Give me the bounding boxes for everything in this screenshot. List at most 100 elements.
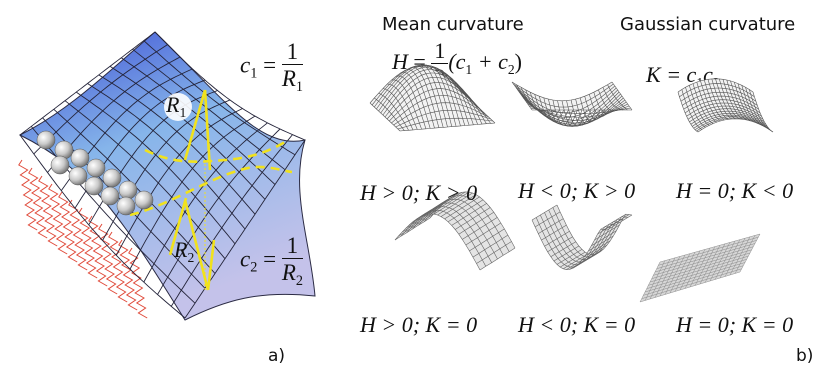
gauss-eq: = c (660, 62, 697, 87)
mesh-line (393, 102, 489, 126)
mesh-line (556, 204, 633, 255)
mesh-line (418, 198, 504, 256)
mesh-line (659, 233, 761, 263)
mean-sub1: 1 (465, 61, 473, 77)
surface-shapes (369, 64, 774, 303)
gauss-lhs: K (646, 62, 661, 87)
bead (134, 190, 154, 210)
mesh-line (535, 217, 612, 268)
wave-line (18, 159, 38, 231)
mesh-line (689, 108, 765, 123)
mesh-line (384, 77, 481, 118)
mesh-line (529, 105, 630, 118)
mean-num: 1 (431, 40, 449, 64)
mesh-line (544, 212, 620, 263)
mesh-line (682, 91, 758, 106)
bead (36, 130, 56, 150)
panel-a: R1 R2 c1 = 1 R1 c2 = 1 R2 a) (0, 0, 350, 370)
r1-bubble (164, 93, 192, 121)
mesh-line (658, 237, 759, 266)
c2-den: R (281, 260, 296, 285)
caption-valley-cylinder: H < 0; K = 0 (518, 312, 636, 337)
gaussian-curvature-title: Gaussian curvature (620, 14, 796, 35)
grid-line (157, 128, 281, 295)
mesh-line (653, 246, 754, 276)
elliptic-cap-icon (369, 64, 496, 132)
bead (116, 196, 136, 216)
flat-plane-icon (639, 233, 761, 303)
mesh-line (394, 213, 481, 271)
mesh-line (641, 268, 742, 299)
panel-b-label: b) (796, 346, 814, 366)
mesh-line (651, 249, 752, 279)
r2-sub: 2 (187, 249, 195, 265)
bead (102, 168, 122, 188)
mesh-line (639, 271, 741, 303)
mesh-line (531, 219, 608, 270)
mesh-line (517, 89, 618, 122)
c1-lhs: c (240, 52, 251, 78)
mesh-line (649, 252, 751, 283)
mesh-line (540, 214, 616, 265)
mesh-line (524, 99, 626, 126)
c2-lhs-sub: 2 (250, 259, 258, 276)
grid-line (143, 40, 296, 156)
beads (36, 130, 154, 216)
r2-label: R2 (174, 237, 194, 266)
mesh-line (386, 82, 483, 120)
wave-line (118, 239, 138, 311)
mesh-line (686, 102, 762, 117)
mesh-line (680, 87, 757, 102)
elliptic-bowl-icon (511, 81, 633, 127)
bead (118, 180, 138, 200)
r1-label: R1 (166, 92, 186, 121)
c2-den-sub: 2 (295, 272, 304, 289)
mesh-line (513, 83, 614, 108)
c1-num: 1 (281, 40, 304, 65)
bead (68, 166, 88, 186)
mesh-line (399, 122, 496, 132)
mean-close: ) (514, 49, 522, 75)
mesh-line (382, 72, 479, 116)
bead (86, 158, 106, 178)
mesh-line (690, 110, 767, 125)
mesh-line (644, 262, 746, 293)
surface-fill (532, 205, 632, 270)
mesh-line (530, 107, 631, 114)
mesh-line (516, 87, 617, 118)
mesh-line (391, 95, 487, 124)
c1-fraction: 1 R1 (281, 40, 304, 95)
bead (84, 176, 104, 196)
wave-line (88, 215, 108, 287)
mesh-line (679, 83, 755, 98)
c2-fraction: 1 R2 (281, 234, 304, 289)
c1-den: R (281, 66, 296, 91)
mesh-line (694, 116, 771, 131)
wave-line (28, 167, 48, 239)
c2-formula: c2 = 1 R2 (240, 234, 304, 289)
mesh-line (397, 117, 493, 130)
mesh-line (687, 105, 764, 120)
mesh-line (548, 209, 624, 260)
mesh-line (654, 243, 756, 273)
bead (50, 155, 70, 175)
curved-surface-illustration (18, 31, 316, 321)
mesh-line (552, 207, 628, 258)
caption-flat-plane: H = 0; K = 0 (676, 312, 794, 337)
bead (70, 148, 90, 168)
mesh-line (697, 118, 774, 133)
mesh-line (400, 209, 487, 267)
c1-den-sub: 1 (295, 78, 304, 95)
surface-fill (512, 82, 632, 110)
mean-lhs: H (392, 49, 408, 75)
mesh-line (648, 256, 749, 286)
mesh-line (429, 191, 516, 249)
mean-curvature-title: Mean curvature (382, 14, 524, 35)
r2-text: R (174, 237, 188, 262)
wave-line (68, 199, 88, 271)
bead (100, 186, 120, 206)
mesh-line (643, 265, 744, 296)
panel-a-label: a) (268, 346, 286, 366)
mesh-line (514, 85, 616, 114)
c1-formula: c1 = 1 R1 (240, 40, 304, 95)
